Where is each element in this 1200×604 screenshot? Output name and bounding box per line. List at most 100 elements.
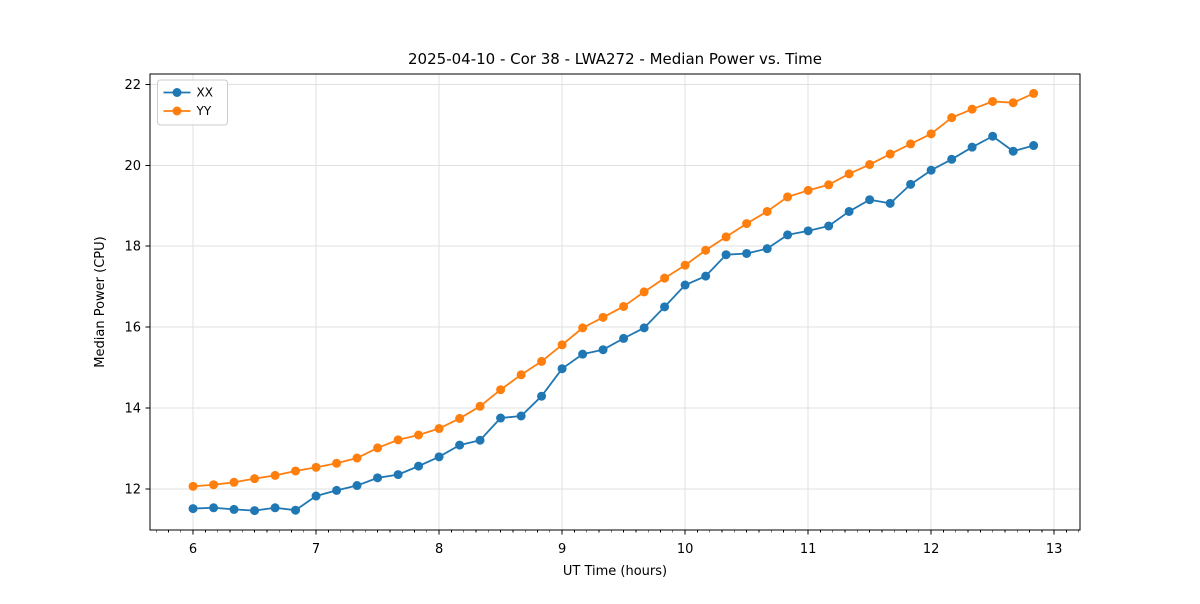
- data-point-xx: [250, 506, 260, 516]
- x-tick-label: 11: [800, 542, 817, 557]
- data-point-xx: [1008, 146, 1018, 156]
- data-point-yy: [373, 443, 383, 453]
- data-point-yy: [1029, 88, 1039, 98]
- data-point-yy: [824, 180, 834, 190]
- data-point-yy: [578, 323, 588, 333]
- x-tick-label: 6: [189, 542, 197, 557]
- data-point-xx: [1029, 141, 1039, 151]
- y-tick-label: 16: [124, 321, 141, 336]
- data-point-xx: [311, 491, 321, 501]
- y-tick-label: 20: [124, 159, 141, 174]
- data-point-xx: [947, 154, 957, 164]
- data-point-xx: [332, 485, 342, 495]
- legend-label-yy: YY: [196, 104, 212, 118]
- plot-border: [149, 73, 1081, 531]
- data-point-yy: [455, 413, 465, 423]
- data-point-xx: [721, 250, 731, 260]
- data-point-xx: [680, 280, 690, 290]
- data-point-yy: [660, 273, 670, 283]
- x-tick-label: 7: [312, 542, 320, 557]
- x-axis-label: UT Time (hours): [563, 564, 667, 579]
- data-point-yy: [537, 356, 547, 366]
- data-point-xx: [762, 244, 772, 254]
- data-point-yy: [557, 340, 567, 350]
- data-point-xx: [885, 198, 895, 208]
- x-tick-label: 9: [558, 542, 566, 557]
- data-point-yy: [680, 260, 690, 270]
- data-point-yy: [967, 104, 977, 114]
- data-point-yy: [352, 453, 362, 463]
- data-point-yy: [803, 185, 813, 195]
- y-tick-label: 12: [124, 482, 141, 497]
- x-tick-label: 8: [435, 542, 443, 557]
- data-point-yy: [291, 466, 301, 476]
- data-point-xx: [639, 323, 649, 333]
- data-point-yy: [188, 481, 198, 491]
- legend: XX YY: [157, 79, 228, 126]
- data-point-xx: [537, 391, 547, 401]
- data-point-xx: [926, 165, 936, 175]
- data-point-xx: [844, 206, 854, 216]
- data-point-xx: [229, 504, 239, 514]
- data-point-xx: [578, 349, 588, 359]
- data-point-yy: [947, 113, 957, 123]
- data-point-xx: [414, 461, 424, 471]
- data-point-xx: [291, 505, 301, 515]
- y-tick-label: 14: [124, 401, 141, 416]
- x-tick-label: 13: [1046, 542, 1063, 557]
- data-point-yy: [496, 385, 506, 395]
- data-point-yy: [988, 96, 998, 106]
- data-point-yy: [742, 219, 752, 229]
- data-series: [188, 88, 1039, 516]
- legend-marker-xx: [172, 88, 182, 97]
- data-point-yy: [885, 149, 895, 159]
- data-point-xx: [393, 470, 403, 480]
- data-point-yy: [1008, 98, 1018, 108]
- data-point-yy: [701, 245, 711, 255]
- series-xx: [188, 131, 1039, 516]
- data-point-xx: [824, 221, 834, 231]
- data-point-xx: [475, 435, 485, 445]
- x-tick-label: 12: [923, 542, 940, 557]
- data-point-yy: [209, 480, 219, 490]
- data-point-xx: [783, 230, 793, 240]
- data-point-yy: [844, 169, 854, 179]
- data-point-xx: [270, 503, 280, 513]
- data-point-xx: [516, 411, 526, 421]
- data-point-xx: [742, 248, 752, 258]
- data-point-xx: [865, 195, 875, 205]
- data-point-yy: [762, 206, 772, 216]
- data-point-xx: [496, 413, 506, 423]
- data-point-xx: [434, 452, 444, 462]
- legend-marker-yy: [172, 106, 182, 116]
- series-line-xx: [192, 135, 1035, 512]
- data-point-xx: [967, 142, 977, 152]
- x-tick-label: 10: [677, 542, 694, 557]
- data-point-yy: [721, 232, 731, 242]
- data-point-yy: [311, 462, 321, 472]
- series-yy: [188, 88, 1039, 491]
- data-point-yy: [414, 430, 424, 440]
- data-point-yy: [270, 470, 280, 480]
- data-point-yy: [475, 401, 485, 411]
- data-point-yy: [332, 458, 342, 468]
- data-point-yy: [639, 287, 649, 297]
- data-point-xx: [557, 364, 567, 374]
- data-point-yy: [906, 139, 916, 149]
- data-point-xx: [906, 179, 916, 189]
- data-point-xx: [619, 333, 629, 343]
- data-point-xx: [660, 302, 670, 312]
- axis-ticks: 6 7 8 9 10 11 12 13 12 14 16 18 20 22: [124, 78, 1080, 557]
- data-point-xx: [352, 481, 362, 491]
- data-point-xx: [988, 131, 998, 141]
- legend-label-xx: XX: [197, 86, 213, 100]
- legend-item-xx: XX: [163, 86, 213, 100]
- legend-frame: [157, 79, 228, 126]
- data-point-yy: [926, 129, 936, 139]
- data-point-yy: [783, 192, 793, 202]
- grid-lines: [150, 74, 1080, 530]
- legend-item-yy: YY: [163, 104, 212, 118]
- data-point-yy: [619, 301, 629, 311]
